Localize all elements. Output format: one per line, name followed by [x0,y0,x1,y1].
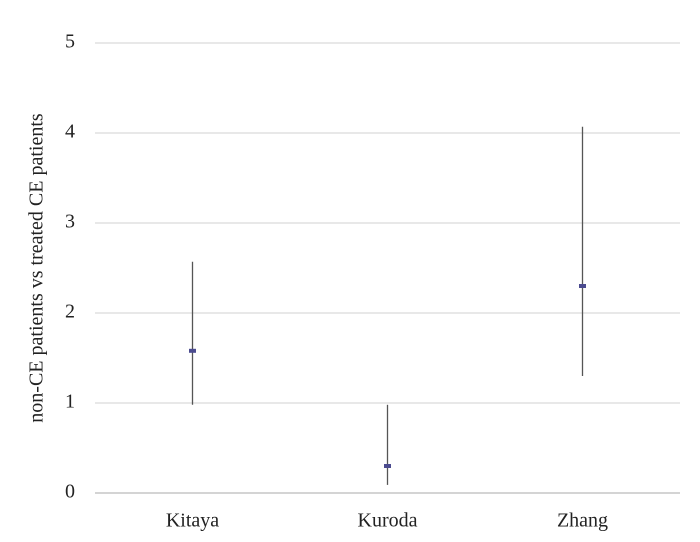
y-tick-label: 2 [65,301,75,323]
point-marker [189,348,196,353]
x-tick-label: Kuroda [358,510,418,532]
y-tick-label: 5 [65,31,75,53]
x-tick-label: Kitaya [166,510,219,532]
y-axis-label: non-CE patients vs treated CE patients [26,113,48,423]
y-tick-label: 4 [65,121,75,143]
y-tick-label: 1 [65,391,75,413]
point-marker [384,464,391,468]
y-tick-label: 3 [65,211,75,233]
x-tick-label: Zhang [557,510,608,532]
y-tick-label: 0 [65,481,75,503]
point-marker [579,284,586,288]
